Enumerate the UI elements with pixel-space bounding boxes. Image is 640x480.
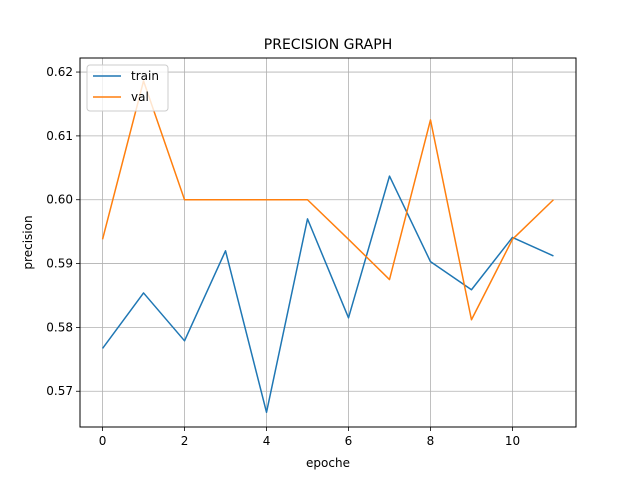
legend: train val xyxy=(87,65,168,111)
y-tick-label: 0.57 xyxy=(46,384,73,398)
y-tick-label: 0.59 xyxy=(46,257,73,271)
y-tick-label: 0.58 xyxy=(46,320,73,334)
y-tick-label: 0.62 xyxy=(46,65,73,79)
x-tick-label: 10 xyxy=(505,434,520,448)
x-tick-label: 6 xyxy=(345,434,353,448)
x-tick-label: 8 xyxy=(427,434,435,448)
x-tick-label: 0 xyxy=(99,434,107,448)
x-tick-label: 4 xyxy=(263,434,271,448)
y-tick-label: 0.61 xyxy=(46,129,73,143)
x-tick-label: 2 xyxy=(181,434,189,448)
chart-title: PRECISION GRAPH xyxy=(264,37,392,53)
y-axis-label: precision xyxy=(21,215,35,269)
y-tick-label: 0.60 xyxy=(46,193,73,207)
legend-label-train: train xyxy=(131,69,159,83)
legend-label-val: val xyxy=(131,90,149,104)
x-axis-label: epoche xyxy=(306,456,350,470)
